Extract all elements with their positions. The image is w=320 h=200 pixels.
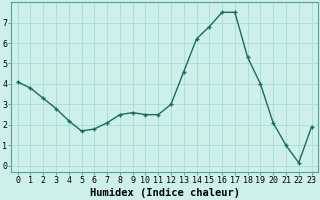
X-axis label: Humidex (Indice chaleur): Humidex (Indice chaleur) [90,188,240,198]
